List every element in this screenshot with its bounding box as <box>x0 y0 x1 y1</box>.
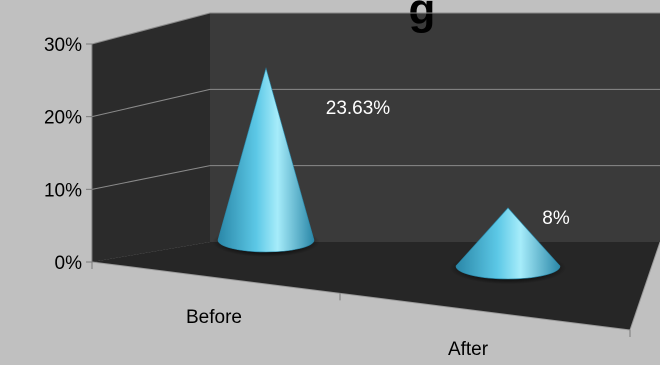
chart-floor <box>92 242 660 330</box>
y-axis: 0% 10% 20% 30% <box>44 35 93 274</box>
gridline-side <box>91 165 211 190</box>
x-tick-label: After <box>448 339 489 360</box>
chart-back-wall <box>210 13 660 242</box>
cones: 23.63% 8% <box>212 67 570 285</box>
y-tick-label: 20% <box>44 108 82 129</box>
chart-side-wall <box>92 13 210 262</box>
floor-right-edge <box>629 241 660 331</box>
y-tick-label: 0% <box>55 253 83 274</box>
cone-bar-before <box>217 67 315 253</box>
cone-bar-after <box>455 207 561 280</box>
data-label: 8% <box>542 208 570 229</box>
chart-title-fragment: g <box>409 0 436 34</box>
y-tick-label: 30% <box>44 35 82 56</box>
floor-front-edge <box>91 261 631 331</box>
gridline-side <box>91 12 211 45</box>
data-label: 23.63% <box>326 98 391 119</box>
y-tick-label: 10% <box>44 180 82 201</box>
gridline-side <box>91 88 211 118</box>
x-tick-label: Before <box>186 307 242 328</box>
x-axis: Before After <box>91 262 631 360</box>
